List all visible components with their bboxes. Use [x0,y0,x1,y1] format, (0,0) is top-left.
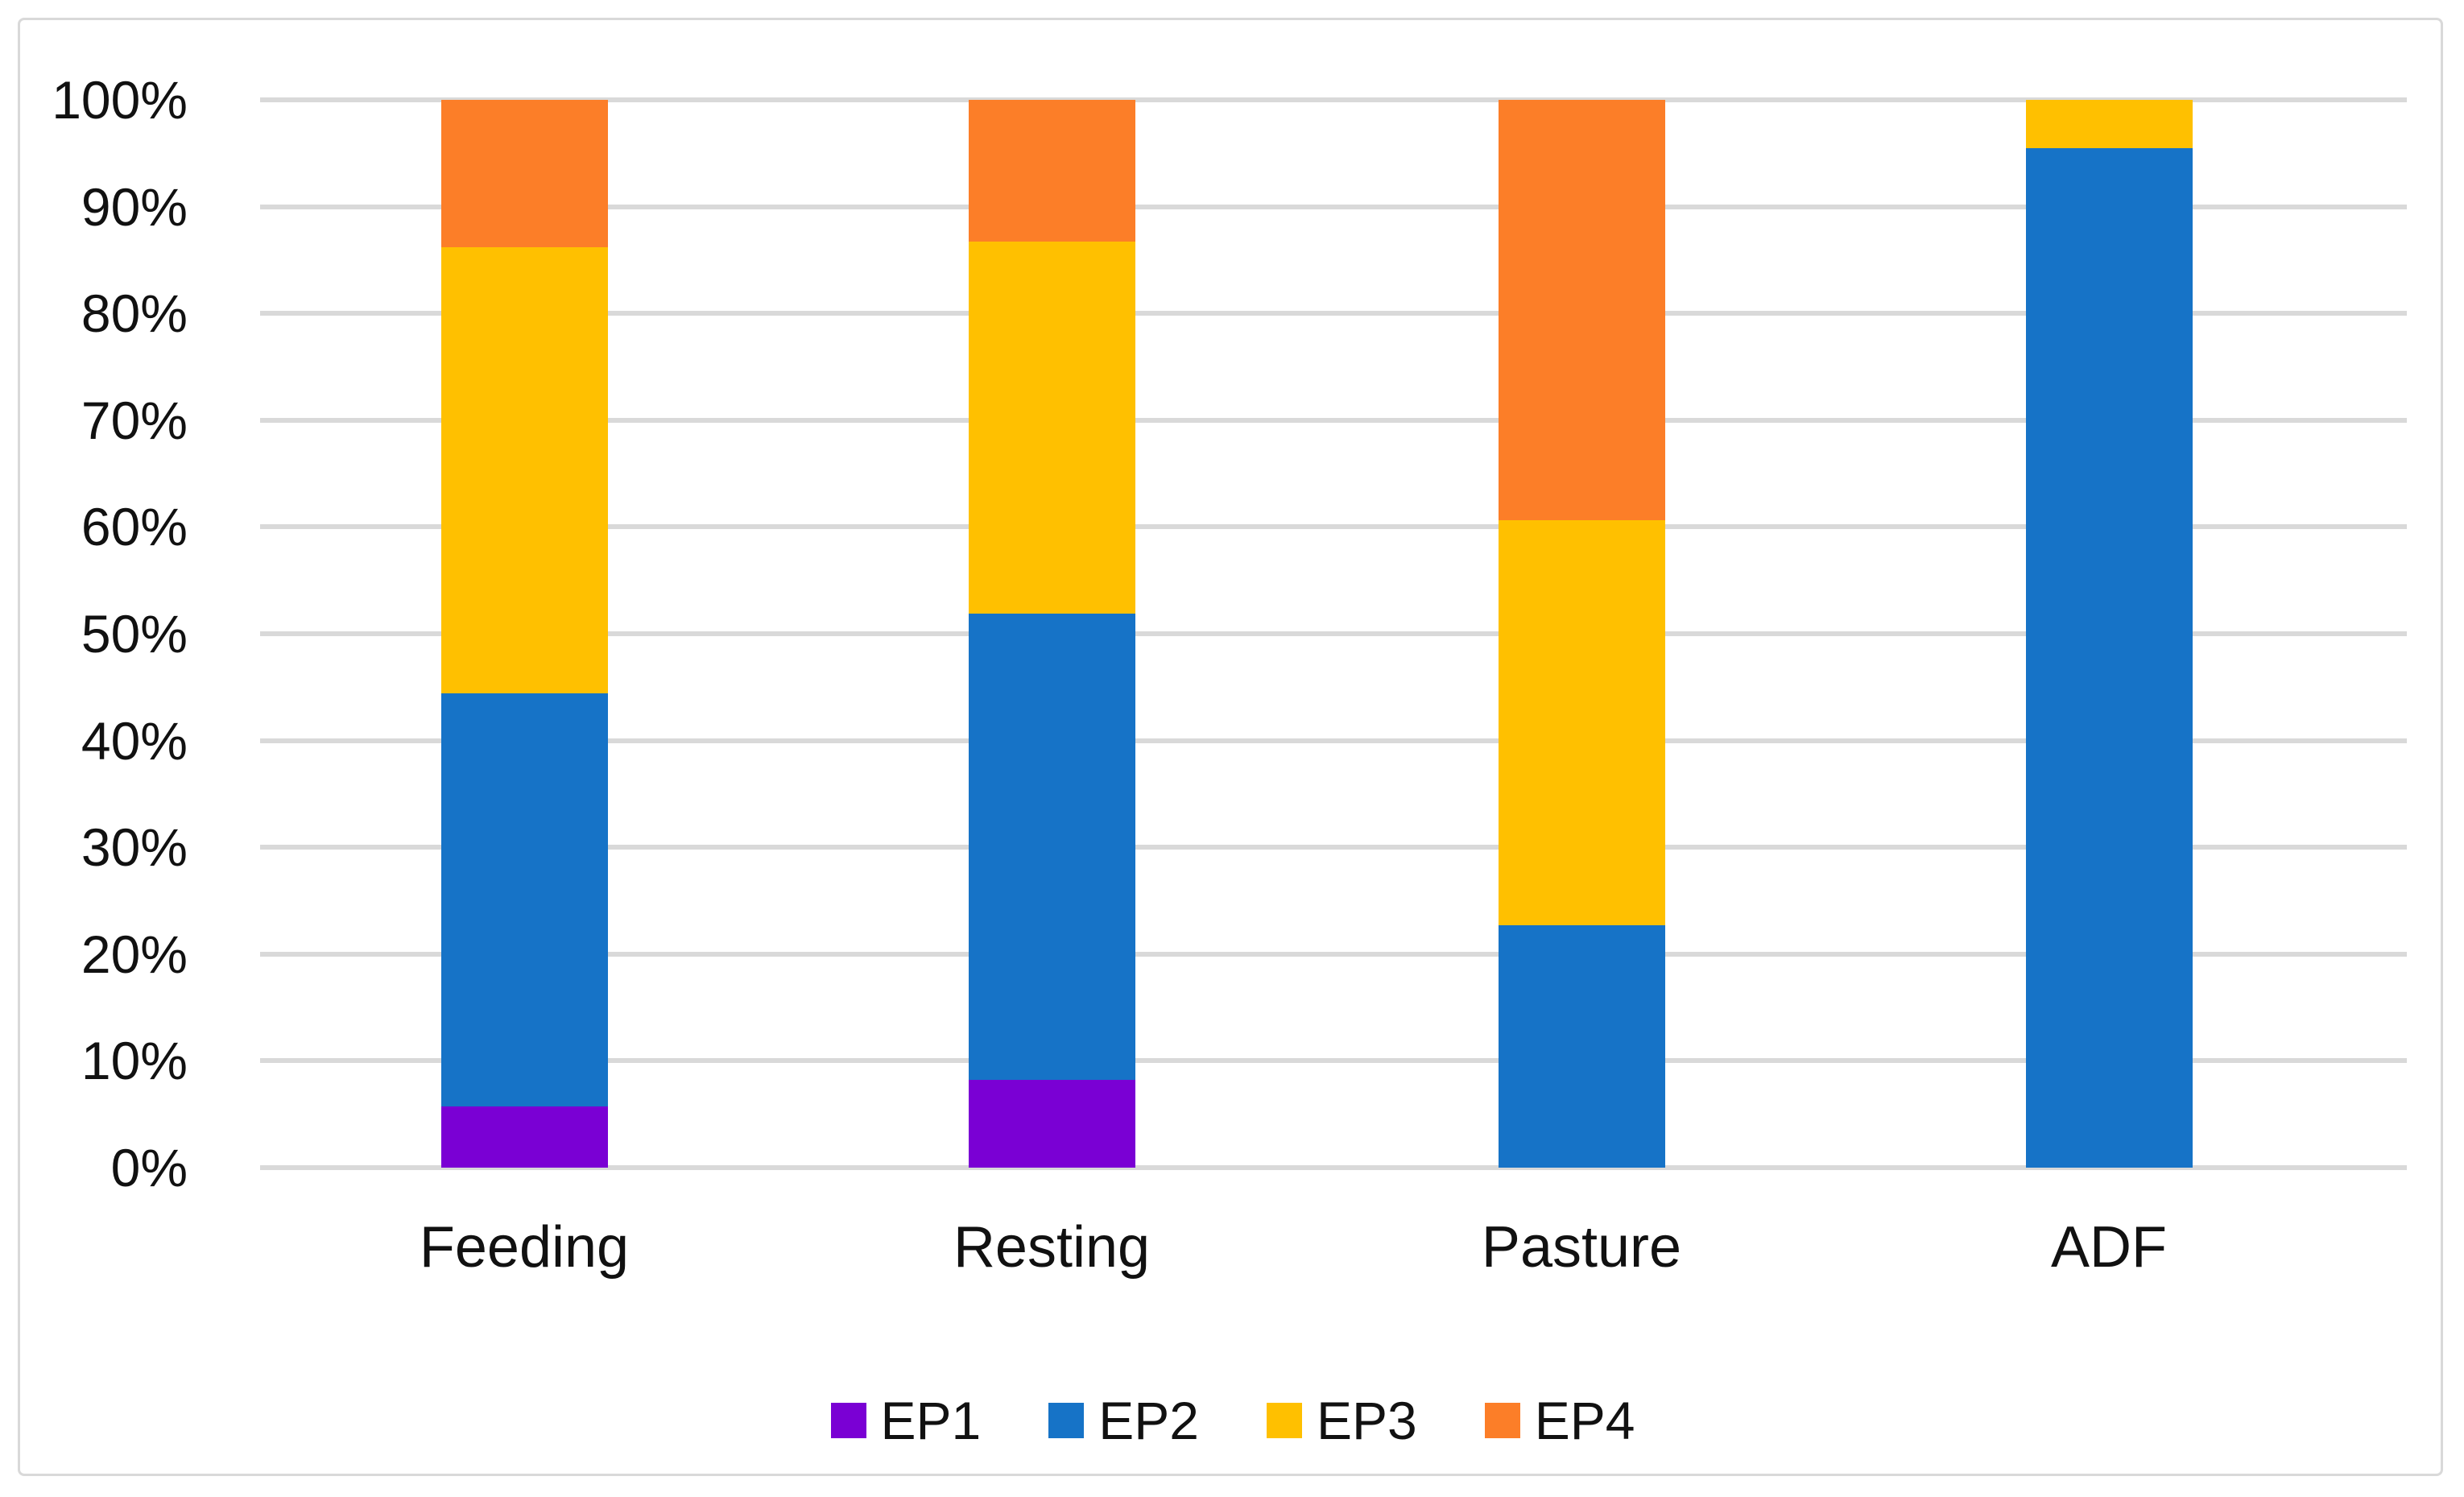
legend-item-ep1[interactable]: EP1 [830,1390,982,1451]
legend-item-ep3[interactable]: EP3 [1267,1390,1417,1451]
y-axis-tick-label: 70% [81,390,188,450]
gridline [260,97,2407,102]
bar-segment-feeding-ep1[interactable] [440,1106,608,1168]
x-axis-category-label-pasture: Pasture [1481,1215,1682,1280]
bar-segment-resting-ep3[interactable] [968,242,1135,614]
gridline [260,845,2407,850]
y-axis-tick-label: 60% [81,497,188,557]
y-axis-tick-label: 40% [81,710,188,771]
legend-swatch-ep3 [1267,1403,1302,1438]
x-axis-category-label-resting: Resting [953,1215,1151,1280]
x-axis-category-label-adf: ADF [2051,1215,2167,1280]
y-axis-tick-label: 20% [81,924,188,984]
gridline [260,311,2407,316]
gridline [260,631,2407,636]
bar-segment-feeding-ep4[interactable] [440,100,608,247]
y-axis-tick-label: 0% [110,1138,188,1197]
gridline [260,951,2407,957]
legend-swatch-ep4 [1484,1403,1520,1438]
y-axis-tick-label: 30% [81,817,188,878]
bar-segment-pasture-ep2[interactable] [1498,924,1665,1168]
y-axis-tick-label: 10% [81,1031,188,1091]
legend-item-ep4[interactable]: EP4 [1484,1390,1635,1451]
x-axis-category-label-feeding: Feeding [419,1215,630,1280]
bar-segment-pasture-ep4[interactable] [1498,100,1665,521]
x-axis-line [260,1165,2407,1170]
legend-swatch-ep1 [830,1403,866,1438]
bar-segment-feeding-ep2[interactable] [440,693,608,1107]
y-axis-tick-label: 100% [52,70,188,130]
y-axis-tick-label: 80% [81,283,188,344]
gridline [260,204,2407,209]
legend: EP1 EP2 EP3 EP4 [20,1390,2445,1451]
chart-frame: 0% 10% 20% 30% 40% 50% 60% 70% 80% 90% 100% Feedin… [18,18,2443,1476]
legend-label: EP3 [1317,1391,1417,1450]
legend-label: EP4 [1534,1391,1635,1450]
gridline [260,738,2407,743]
bar-segment-adf-ep3[interactable] [2025,100,2193,148]
legend-label: EP2 [1098,1391,1199,1450]
legend-swatch-ep2 [1048,1403,1085,1438]
legend-label: EP1 [880,1391,982,1450]
legend-item-ep2[interactable]: EP2 [1048,1390,1199,1451]
bar-segment-pasture-ep3[interactable] [1498,520,1665,925]
gridline [260,417,2407,423]
y-axis-tick-label: 50% [81,604,188,664]
y-axis-tick-label: 90% [81,176,188,237]
bar-segment-feeding-ep3[interactable] [440,246,608,694]
bar-segment-resting-ep1[interactable] [968,1080,1135,1168]
gridline [260,524,2407,530]
bar-segment-adf-ep2[interactable] [2025,147,2193,1168]
gridline [260,1058,2407,1064]
bar-segment-resting-ep2[interactable] [968,613,1135,1081]
bar-segment-resting-ep4[interactable] [968,100,1135,242]
